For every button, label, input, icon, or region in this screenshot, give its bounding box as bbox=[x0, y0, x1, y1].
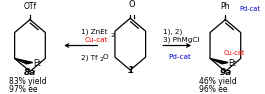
Text: 2) Tf: 2) Tf bbox=[81, 54, 97, 61]
Polygon shape bbox=[210, 58, 228, 64]
Text: Et: Et bbox=[33, 59, 41, 68]
Text: 1), 2): 1), 2) bbox=[163, 29, 182, 35]
Text: 83% yield: 83% yield bbox=[9, 77, 46, 86]
Text: O: O bbox=[103, 54, 109, 60]
Text: Cu-cat: Cu-cat bbox=[224, 50, 245, 56]
Text: 8a: 8a bbox=[24, 68, 36, 77]
Text: Et: Et bbox=[228, 59, 236, 68]
Text: 2: 2 bbox=[100, 57, 104, 62]
Text: 96% ee: 96% ee bbox=[199, 85, 227, 94]
Text: 46% yield: 46% yield bbox=[199, 77, 237, 86]
Text: O: O bbox=[129, 0, 135, 9]
Text: OTf: OTf bbox=[23, 2, 37, 11]
Text: 1) ZnEt: 1) ZnEt bbox=[81, 29, 107, 35]
Text: Ph: Ph bbox=[220, 2, 230, 11]
Text: 1: 1 bbox=[127, 66, 133, 75]
Text: 2: 2 bbox=[111, 33, 115, 38]
Text: Pd-cat: Pd-cat bbox=[240, 6, 260, 12]
Text: Pd-cat: Pd-cat bbox=[168, 54, 191, 60]
Text: 3) PhMgCl: 3) PhMgCl bbox=[163, 37, 199, 43]
Text: 97% ee: 97% ee bbox=[9, 85, 37, 94]
Polygon shape bbox=[15, 58, 33, 64]
Text: 9a: 9a bbox=[219, 68, 232, 77]
Text: Cu-cat: Cu-cat bbox=[85, 38, 108, 43]
